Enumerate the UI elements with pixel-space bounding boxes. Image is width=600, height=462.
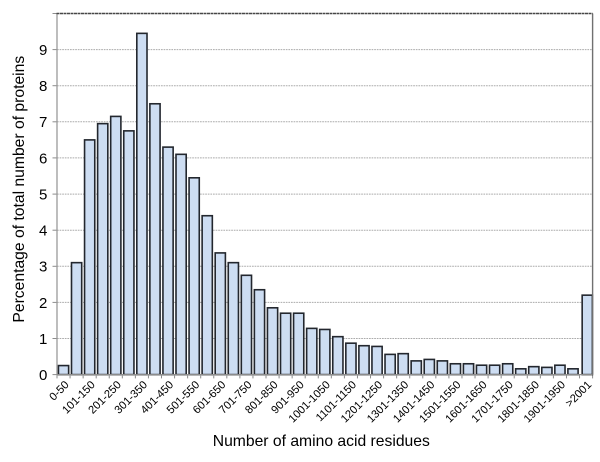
svg-text:3: 3 (39, 259, 47, 276)
svg-text:5: 5 (39, 187, 47, 204)
svg-text:7: 7 (39, 114, 47, 131)
svg-text:8: 8 (39, 78, 47, 95)
svg-text:9: 9 (39, 42, 47, 59)
svg-text:2: 2 (39, 295, 47, 312)
svg-text:1: 1 (39, 331, 47, 348)
svg-text:Number of amino acid residues: Number of amino acid residues (213, 433, 430, 450)
svg-text:Percentage of total number of: Percentage of total number of proteins (11, 56, 28, 323)
svg-text:6: 6 (39, 150, 47, 167)
svg-text:0: 0 (39, 367, 47, 384)
svg-text:4: 4 (39, 223, 47, 240)
